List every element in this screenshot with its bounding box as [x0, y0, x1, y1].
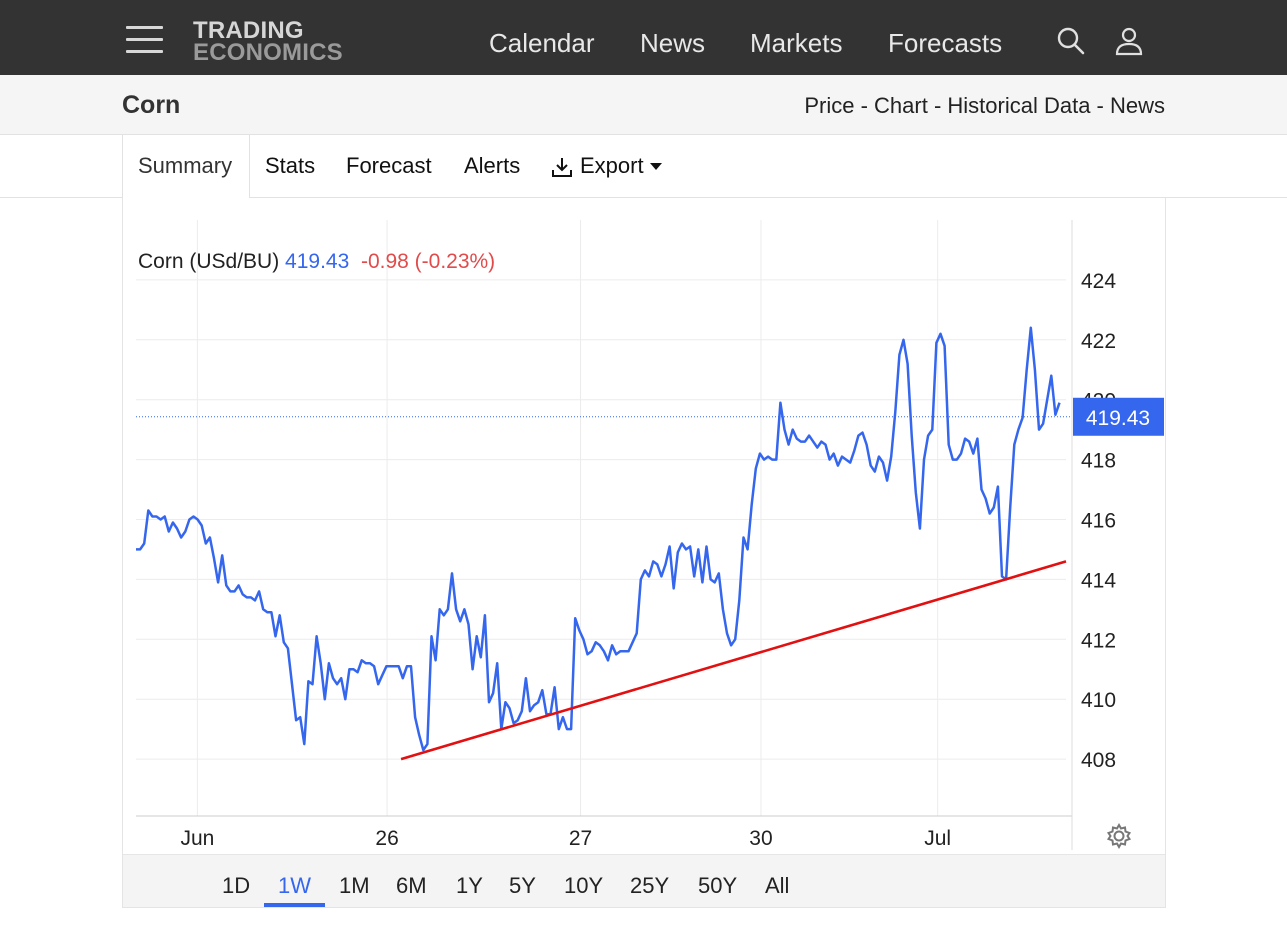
tab-forecast[interactable]: Forecast [346, 153, 432, 178]
x-tick-label: Jun [180, 827, 214, 850]
range-1w[interactable]: 1W [278, 873, 311, 898]
tab-alerts[interactable]: Alerts [464, 153, 521, 178]
y-tick-label: 418 [1081, 450, 1116, 473]
series-line-corn [136, 326, 1061, 752]
menu-icon[interactable] [126, 26, 163, 54]
y-tick-label: 422 [1081, 330, 1116, 353]
x-tick-label: Jul [924, 827, 951, 850]
user-icon[interactable] [1114, 26, 1144, 56]
section-links[interactable]: Price - Chart - Historical Data - News [804, 93, 1165, 118]
y-tick-label: 412 [1081, 629, 1116, 652]
range-10y[interactable]: 10Y [564, 873, 604, 898]
range-50y[interactable]: 50Y [698, 873, 738, 898]
search-icon[interactable] [1056, 26, 1086, 56]
y-tick-label: 416 [1081, 509, 1116, 532]
chart-legend: Corn (USd/BU) 419.43 -0.98 (-0.23%) [138, 250, 495, 274]
logo-line-2: ECONOMICS [193, 39, 343, 66]
range-25y[interactable]: 25Y [630, 873, 670, 898]
range-5y[interactable]: 5Y [509, 873, 536, 898]
x-tick-label: 30 [749, 827, 772, 850]
page-title: Corn [122, 91, 181, 119]
tab-summary[interactable]: Summary [122, 135, 250, 198]
logo-line-1: TRADING [193, 17, 304, 44]
range-1y[interactable]: 1Y [456, 873, 483, 898]
range-1m[interactable]: 1M [339, 873, 370, 898]
legend-series-name: Corn (USd/BU) [138, 250, 280, 273]
nav-news[interactable]: News [640, 28, 706, 58]
tab-stats[interactable]: Stats [265, 153, 316, 178]
y-tick-label: 408 [1081, 749, 1116, 772]
range-selector: 1D 1W 1M 6M 1Y 5Y 10Y 25Y 50Y All [123, 854, 1165, 907]
caret-down-icon [650, 163, 662, 170]
nav-forecasts[interactable]: Forecasts [888, 28, 1003, 58]
range-all[interactable]: All [765, 873, 790, 898]
top-navigation-bar: TRADING ECONOMICS Calendar News Markets … [0, 0, 1287, 75]
legend-price: 419.43 [285, 250, 350, 273]
last-price-label: 419.43 [1086, 407, 1150, 430]
last-price-badge [1073, 397, 1164, 436]
x-tick-label: 26 [375, 827, 398, 850]
trendline [400, 560, 1067, 761]
trading-economics-logo[interactable]: TRADING ECONOMICS [193, 17, 343, 66]
nav-markets[interactable]: Markets [750, 28, 843, 58]
download-icon [552, 158, 572, 177]
range-selected-indicator [264, 903, 325, 907]
sub-header: Corn Price - Chart - Historical Data - N… [0, 75, 1287, 135]
x-tick-label: 27 [569, 827, 592, 850]
gear-icon[interactable] [1105, 822, 1133, 850]
export-label: Export [580, 153, 644, 178]
tab-summary-label: Summary [138, 153, 233, 178]
range-6m[interactable]: 6M [396, 873, 427, 898]
range-1d[interactable]: 1D [222, 873, 251, 898]
chart-container [122, 198, 1166, 908]
nav-calendar[interactable]: Calendar [489, 28, 595, 58]
y-tick-label: 410 [1081, 689, 1116, 712]
y-tick-label: 424 [1081, 270, 1116, 293]
legend-change: -0.98 (-0.23%) [360, 250, 496, 273]
y-tick-label: 414 [1081, 569, 1116, 592]
tabs-bar: Summary Stats Forecast Alerts Export [0, 135, 1287, 198]
